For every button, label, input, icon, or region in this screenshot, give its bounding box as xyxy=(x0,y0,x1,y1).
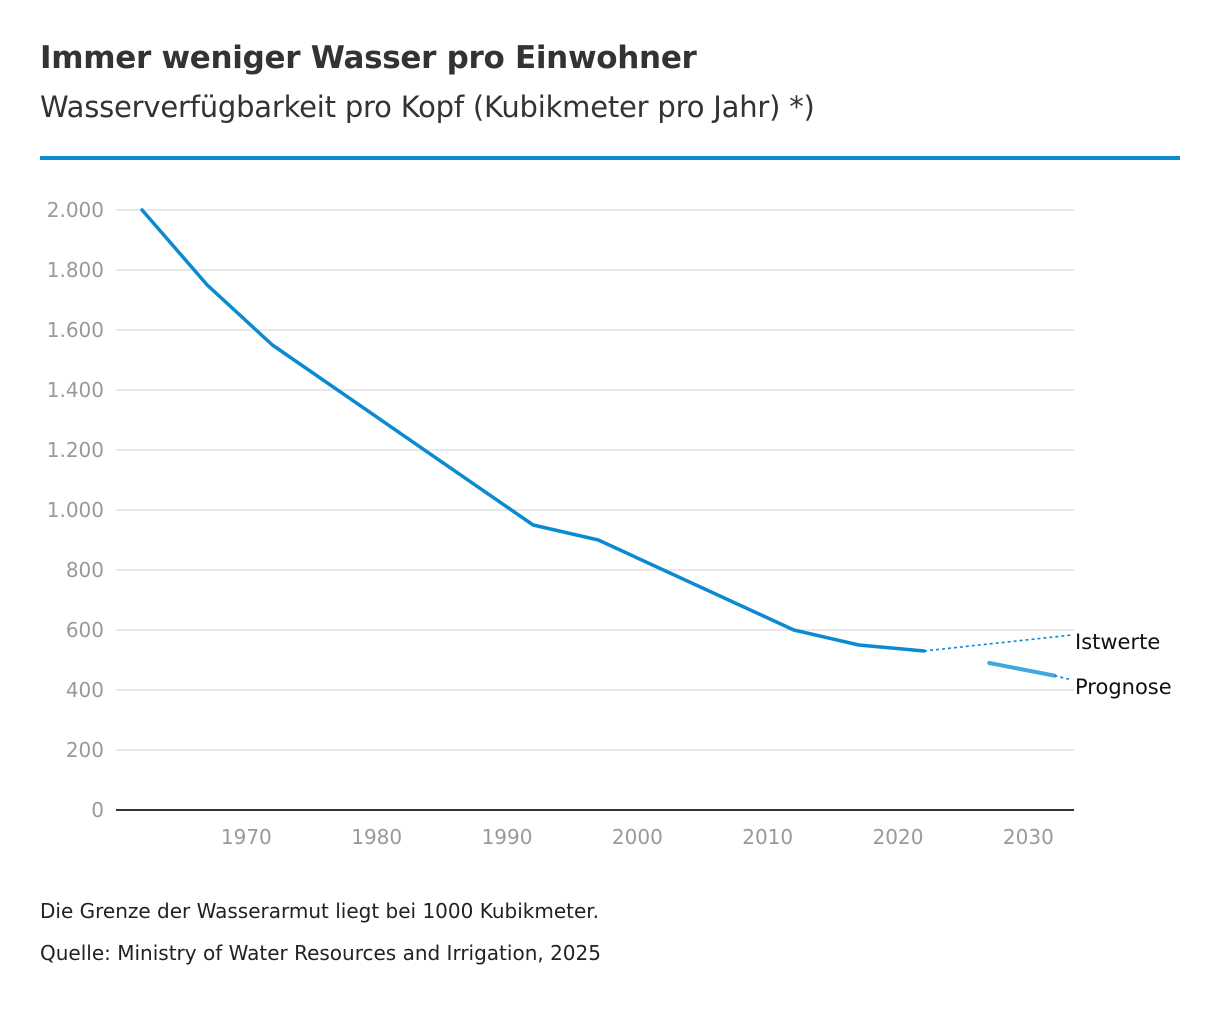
footnote: Die Grenze der Wasserarmut liegt bei 100… xyxy=(40,899,600,923)
series-line-istwerte xyxy=(140,208,926,653)
y-tick-label: 800 xyxy=(66,558,104,582)
y-tick-label: 2.000 xyxy=(47,198,104,222)
y-axis-ticks: 0 200 400 600 800 1.000 1.200 1.400 1.600 1.800 2.… xyxy=(47,198,104,822)
legend-leader-line xyxy=(1054,674,1073,681)
y-tick-label: 600 xyxy=(66,618,104,642)
chart-subtitle: Wasserverfügbarkeit pro Kopf (Kubikmeter… xyxy=(40,90,815,124)
y-tick-label: 1.000 xyxy=(47,498,104,522)
y-tick-label: 1.800 xyxy=(47,258,104,282)
series-line-prognose xyxy=(987,661,1057,678)
chart-title: Immer weniger Wasser pro Einwohner xyxy=(40,40,697,76)
series xyxy=(140,208,1057,678)
legend: Istwerte Prognose xyxy=(924,630,1172,699)
legend-leader-line xyxy=(924,634,1073,652)
x-tick-label: 1980 xyxy=(351,825,402,849)
gridlines xyxy=(116,209,1074,811)
source-note: Quelle: Ministry of Water Resources and … xyxy=(40,941,601,965)
x-tick-label: 2000 xyxy=(612,825,663,849)
y-tick-label: 200 xyxy=(66,738,104,762)
y-tick-label: 0 xyxy=(91,798,104,822)
y-tick-label: 1.600 xyxy=(47,318,104,342)
x-axis-ticks: 1970 1980 1990 2000 2010 2020 2030 xyxy=(221,825,1054,849)
header-divider xyxy=(40,156,1180,160)
y-tick-label: 1.400 xyxy=(47,378,104,402)
legend-label: Prognose xyxy=(1075,675,1172,699)
legend-label: Istwerte xyxy=(1075,630,1160,654)
x-tick-label: 2030 xyxy=(1003,825,1054,849)
y-tick-label: 1.200 xyxy=(47,438,104,462)
x-tick-label: 2010 xyxy=(742,825,793,849)
x-tick-label: 1990 xyxy=(482,825,533,849)
x-tick-label: 2020 xyxy=(873,825,924,849)
y-tick-label: 400 xyxy=(66,678,104,702)
x-tick-label: 1970 xyxy=(221,825,272,849)
